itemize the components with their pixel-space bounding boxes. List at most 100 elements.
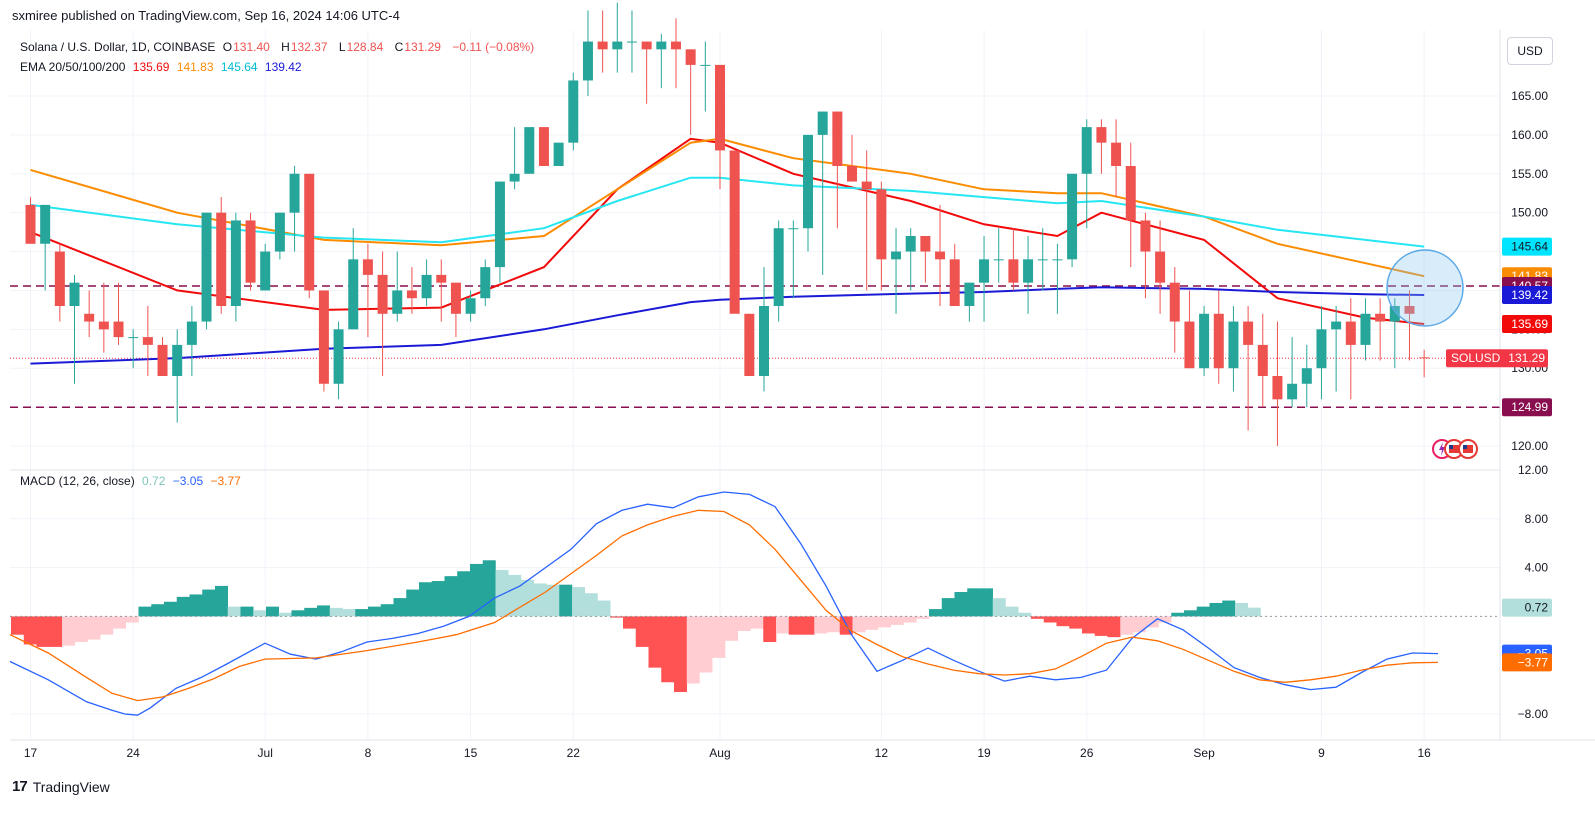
macd-bar (495, 570, 509, 617)
candle-body (142, 337, 153, 345)
candle-body (1184, 321, 1195, 369)
candle-body (186, 321, 197, 345)
candle-body (1111, 142, 1122, 166)
candle-body (1419, 357, 1430, 359)
time-tick-label: Aug (709, 746, 730, 760)
price-tag-label: 135.69 (1511, 317, 1548, 331)
macd-bar (1031, 616, 1044, 619)
us-flag-canton (1449, 445, 1453, 449)
candle-body (1067, 173, 1078, 260)
macd-bar (508, 574, 522, 617)
flag-icons[interactable] (1432, 437, 1480, 461)
candle-body (172, 344, 183, 376)
time-tick-label: 19 (977, 746, 991, 760)
ema20-value: 135.69 (132, 60, 170, 74)
candle-body (406, 290, 417, 299)
candle-body (392, 290, 403, 314)
macd-bar (699, 616, 713, 673)
macd-bar (380, 604, 394, 617)
macd-bar (674, 616, 687, 693)
macd-bar (36, 616, 50, 647)
macd-bar (1145, 616, 1159, 628)
macd-bar (750, 616, 764, 629)
candle-body (979, 259, 990, 283)
candle-body (964, 282, 975, 306)
macd-bar (482, 560, 496, 617)
macd-label: MACD (12, 26, close) (20, 474, 135, 488)
candle-body (1375, 313, 1386, 322)
candle-body (1287, 383, 1298, 400)
symbol-label: Solana / U.S. Dollar, 1D, COINBASE (20, 40, 216, 54)
candle-body (656, 41, 667, 50)
macd-bar (87, 616, 101, 640)
macd-bar (444, 576, 458, 617)
candle-body (1140, 220, 1151, 252)
candle-body (25, 204, 36, 244)
candle-body (157, 344, 168, 376)
time-tick-label: 22 (567, 746, 581, 760)
macd-bar (801, 616, 815, 635)
time-tick-label: 12 (875, 746, 889, 760)
candle-body (817, 111, 828, 135)
candle-body (436, 274, 447, 283)
macd-bar (393, 598, 407, 617)
price-tick-label: 155.00 (1511, 167, 1548, 181)
candle-body (949, 259, 960, 306)
candle-body (216, 212, 227, 306)
candle-body (450, 282, 461, 314)
macd-bar (240, 606, 254, 617)
macd-bar (227, 606, 241, 617)
candle-body (318, 290, 329, 384)
candle-body (993, 259, 1004, 261)
macd-bar (419, 582, 432, 617)
candle-body (274, 212, 285, 252)
candle-body (113, 321, 124, 338)
candle-body (1096, 127, 1107, 143)
macd-bar (814, 616, 828, 634)
candle-body (876, 189, 887, 260)
candle-body (348, 259, 359, 330)
macd-bar (1184, 610, 1197, 617)
price-legend: Solana / U.S. Dollar, 1D, COINBASE O131.… (20, 40, 538, 54)
high-label: H (281, 40, 290, 54)
candle-body (568, 80, 579, 143)
candle-body (582, 41, 593, 81)
candle-body (1169, 282, 1180, 322)
candle-body (861, 181, 872, 190)
macd-bar (202, 589, 216, 617)
ema-label: EMA 20/50/100/200 (20, 60, 126, 74)
candle-body (905, 236, 916, 252)
macd-bar (865, 616, 879, 630)
candle-body (465, 298, 476, 314)
macd-bar (1069, 616, 1083, 629)
macd-bar (1196, 606, 1210, 617)
currency-button[interactable]: USD (1507, 37, 1553, 65)
macd-bar (929, 609, 942, 617)
candle-body (421, 274, 432, 299)
candle-body (1316, 329, 1327, 369)
candle-body (40, 204, 51, 244)
macd-bar (1043, 616, 1057, 623)
macd-bar (457, 571, 471, 617)
candle-body (1301, 368, 1312, 384)
macd-bar (1018, 612, 1032, 617)
macd-bar (546, 584, 560, 617)
candle-body (1081, 127, 1092, 174)
candle-body (1228, 321, 1239, 369)
macd-bar (661, 616, 675, 683)
macd-bar (635, 616, 649, 647)
us-flag-stripes-2 (1463, 445, 1473, 453)
candle-body (847, 166, 858, 182)
candle-body (128, 337, 139, 339)
candle-body (1125, 166, 1136, 221)
candle-body (891, 251, 902, 260)
candle-body (538, 127, 549, 166)
macd-bar (291, 610, 305, 617)
macd-bar (712, 616, 726, 658)
macd-value: −3.05 (172, 474, 204, 488)
macd-bar (1209, 602, 1223, 617)
macd-bar (1120, 616, 1134, 635)
price-tag-label: 145.64 (1511, 240, 1548, 254)
candle-body (612, 41, 623, 50)
